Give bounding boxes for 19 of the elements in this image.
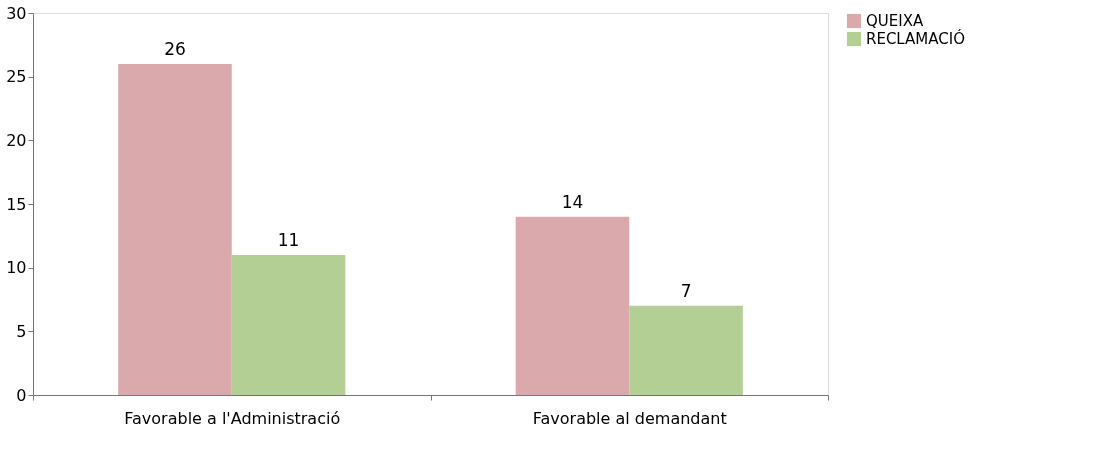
bar <box>231 254 346 395</box>
data-label: 7 <box>680 280 692 301</box>
data-label: 14 <box>561 191 584 212</box>
bar <box>515 216 630 395</box>
x-tick-label: Favorable a l'Administració <box>124 408 341 428</box>
legend-label: QUEIXA <box>866 12 924 30</box>
x-tick-label: Favorable al demandant <box>532 408 727 428</box>
data-label: 26 <box>164 38 186 59</box>
y-tick-label: 0 <box>16 385 27 405</box>
y-tick-label: 25 <box>6 67 27 87</box>
y-tick-label: 30 <box>6 3 27 23</box>
y-tick-label: 10 <box>6 258 27 278</box>
bar <box>629 305 743 395</box>
y-tick-label: 15 <box>6 194 27 214</box>
y-tick-label: 20 <box>6 130 27 150</box>
legend-label: RECLAMACIÓ <box>866 29 965 48</box>
y-tick-label: 5 <box>16 321 27 341</box>
data-label: 11 <box>277 229 300 250</box>
bar <box>118 63 232 395</box>
